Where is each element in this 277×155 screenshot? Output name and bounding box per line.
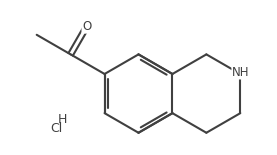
- Text: Cl: Cl: [50, 122, 62, 135]
- Text: O: O: [82, 20, 91, 33]
- Text: NH: NH: [232, 66, 250, 79]
- Text: H: H: [57, 113, 67, 126]
